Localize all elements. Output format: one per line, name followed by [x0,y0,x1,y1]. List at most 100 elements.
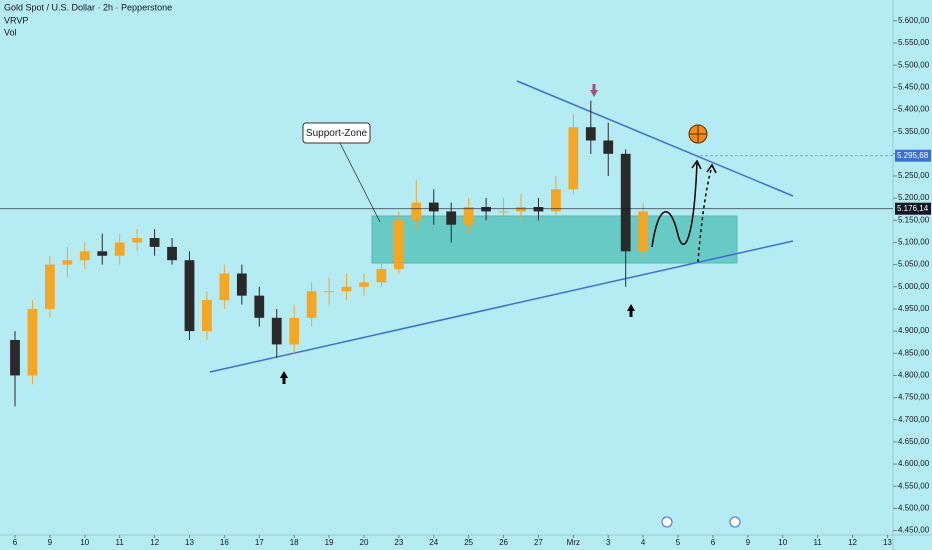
candle-body [638,211,649,252]
x-tick-label: 25 [464,538,473,547]
upper-trendline [516,80,794,197]
projection-path-dashed [697,165,713,263]
candle-body [359,282,369,287]
callout-box [302,122,371,144]
candle-body [132,238,143,243]
y-tick-label: 5.550,00 [898,38,930,47]
x-tick-label: 19 [325,538,334,547]
candle-body [533,206,544,212]
x-tick-label: 12 [150,538,159,547]
callout-pointer [339,142,381,223]
candle-body [498,211,509,213]
candle-body [184,260,195,332]
y-tick-label: 5.250,00 [898,171,930,180]
candle-body [324,291,334,293]
candle-body [603,140,614,154]
y-tick-label: 4.650,00 [898,437,930,446]
y-tick-label: 5.200,00 [898,193,930,202]
candle-body [568,127,579,190]
candle-body [97,251,108,256]
y-tick-label: 4.950,00 [898,304,930,313]
plot-area [10,100,649,407]
x-tick-label: 12 [848,538,857,547]
y-tick-label: 5.150,00 [898,215,930,224]
candle-body [393,220,404,270]
callout-text: Support-Zone [306,128,368,139]
x-tick-label: 3 [606,538,611,547]
y-tick-label: 5.600,00 [898,16,930,25]
candle-body [446,211,457,225]
candle-body [516,206,526,212]
candle-body [271,317,282,345]
candle-body [306,291,317,318]
x-tick-label: 6 [13,538,18,547]
lower-trendline [209,240,794,373]
candle-body [149,238,160,247]
y-tick-label: 5.350,00 [898,127,930,136]
candle-body [62,260,73,265]
x-tick-label: 18 [290,538,299,547]
x-tick-label: 20 [360,538,369,547]
x-tick-label: 10 [778,538,787,547]
y-tick-label: 4.600,00 [898,459,930,468]
down-arrow [590,84,598,97]
chart-title: Gold Spot / U.S. Dollar · 2h · Peppersto… [4,2,172,12]
x-tick-label: 9 [746,538,751,547]
candle-body [411,202,422,221]
candle-body [376,269,387,283]
candle-body [202,300,212,332]
x-tick-label: 17 [255,538,264,547]
candle-body [428,202,439,212]
x-tick-label: 5 [676,538,681,547]
price-label: 5.295,68 [897,151,929,160]
candle-body [219,273,230,301]
x-tick-label: 11 [813,538,822,547]
x-tick-label: 13 [883,538,892,547]
x-tick-label: 23 [394,538,403,547]
candle-body [236,273,247,296]
candle-body [79,251,90,261]
x-tick-label: Mrz [567,538,580,547]
indicator-label: Vol [4,27,17,37]
y-tick-label: 5.000,00 [898,282,930,291]
event-icon [661,516,673,528]
x-tick-label: 4 [641,538,646,547]
projection-path [651,161,698,248]
x-tick-label: 27 [534,538,543,547]
candle-body [167,246,177,261]
ball-icon-lines [689,125,707,143]
y-tick-label: 4.700,00 [898,415,930,424]
candle-body [341,286,352,292]
candle-body [10,339,20,376]
price-label-box [895,202,931,215]
y-tick-label: 5.100,00 [898,238,930,247]
price-label-box [895,149,931,162]
x-tick-label: 10 [80,538,89,547]
price-label: 5.176,14 [897,204,929,213]
candle-body [289,317,300,345]
x-tick-label: 9 [48,538,53,547]
candle-body [114,242,125,256]
y-tick-label: 5.500,00 [898,60,930,69]
y-tick-label: 4.900,00 [898,326,930,335]
x-tick-label: 6 [711,538,716,547]
y-tick-label: 4.850,00 [898,348,930,357]
y-tick-label: 5.050,00 [898,260,930,269]
candle-body [551,189,561,212]
candle-body [463,206,474,225]
candle-body [481,206,491,212]
y-tick-label: 4.800,00 [898,371,930,380]
x-tick-label: 26 [499,538,508,547]
candle-body [27,308,38,376]
y-tick-label: 4.500,00 [898,504,930,513]
candle-body [620,153,631,252]
x-tick-label: 16 [220,538,229,547]
x-tick-label: 13 [185,538,194,547]
up-arrow [627,304,635,317]
x-tick-label: 24 [429,538,438,547]
y-tick-label: 4.550,00 [898,481,930,490]
x-tick-label: 11 [116,538,125,547]
projection-arrowhead [706,163,717,174]
